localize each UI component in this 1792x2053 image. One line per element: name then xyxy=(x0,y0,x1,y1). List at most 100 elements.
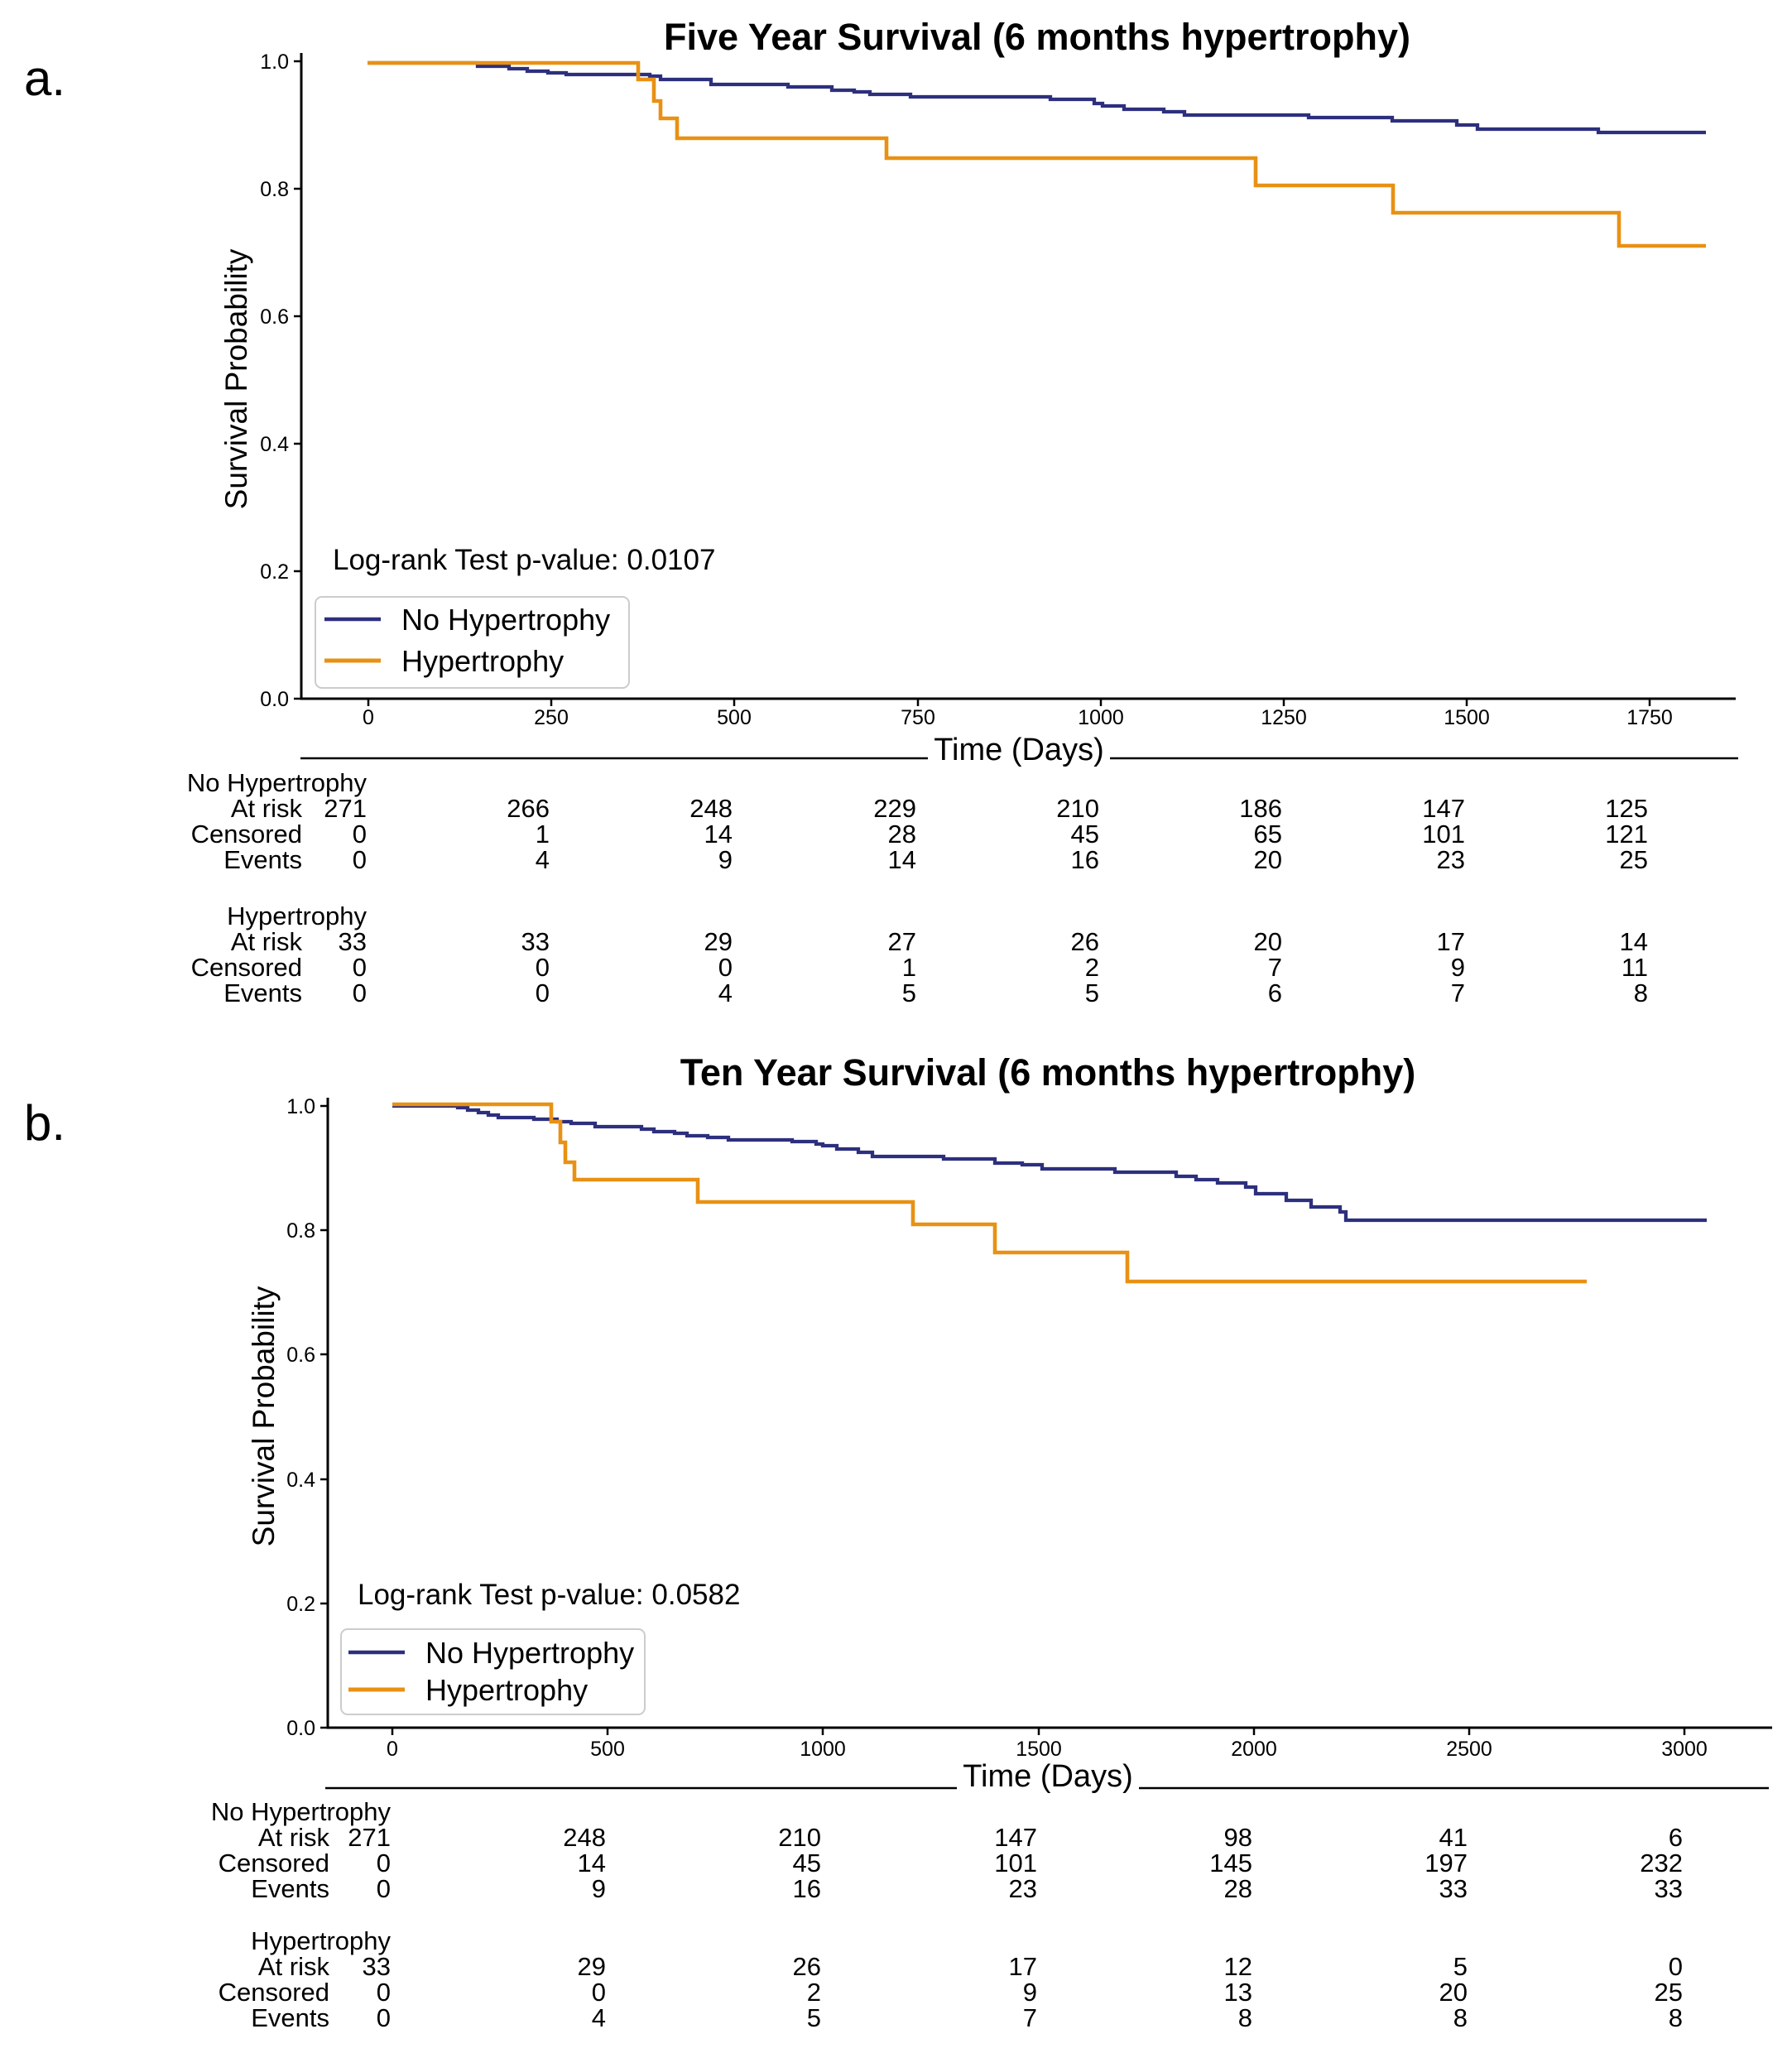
svg-text:Log-rank Test p-value: 0.0107: Log-rank Test p-value: 0.0107 xyxy=(333,544,715,576)
svg-text:0: 0 xyxy=(592,1978,606,2007)
svg-text:Censored: Censored xyxy=(191,953,302,982)
svg-text:271: 271 xyxy=(348,1823,391,1852)
svg-text:2: 2 xyxy=(1085,953,1099,982)
svg-text:Time (Days): Time (Days) xyxy=(934,733,1103,767)
svg-text:1250: 1250 xyxy=(1261,706,1307,729)
svg-text:Censored: Censored xyxy=(219,1849,329,1878)
svg-text:0: 0 xyxy=(377,1874,391,1903)
svg-text:2: 2 xyxy=(807,1978,821,2007)
svg-text:197: 197 xyxy=(1424,1849,1468,1878)
svg-text:101: 101 xyxy=(1422,820,1465,849)
svg-text:0: 0 xyxy=(353,953,367,982)
svg-text:At risk: At risk xyxy=(231,927,303,956)
svg-text:20: 20 xyxy=(1254,845,1282,874)
svg-text:Ten Year Survival (6 months hy: Ten Year Survival (6 months hypertrophy) xyxy=(680,1051,1416,1094)
svg-text:1000: 1000 xyxy=(1078,706,1124,729)
svg-text:a.: a. xyxy=(24,50,65,106)
svg-text:Hypertrophy: Hypertrophy xyxy=(251,1926,391,1955)
svg-text:23: 23 xyxy=(1437,845,1465,874)
svg-text:5: 5 xyxy=(807,2003,821,2032)
svg-text:No Hypertrophy: No Hypertrophy xyxy=(425,1636,634,1670)
svg-text:No Hypertrophy: No Hypertrophy xyxy=(211,1797,392,1826)
svg-text:33: 33 xyxy=(1655,1874,1683,1903)
svg-text:33: 33 xyxy=(521,927,550,956)
svg-text:1.0: 1.0 xyxy=(286,1095,315,1118)
svg-text:Events: Events xyxy=(251,1874,329,1903)
svg-text:At risk: At risk xyxy=(258,1952,330,1981)
svg-text:23: 23 xyxy=(1009,1874,1037,1903)
svg-text:0: 0 xyxy=(353,820,367,849)
svg-text:Five Year Survival (6 months h: Five Year Survival (6 months hypertrophy… xyxy=(664,16,1410,58)
svg-text:3000: 3000 xyxy=(1661,1738,1708,1761)
svg-text:250: 250 xyxy=(534,706,569,729)
svg-text:0: 0 xyxy=(377,1849,391,1878)
svg-text:0: 0 xyxy=(353,978,367,1007)
svg-text:29: 29 xyxy=(704,927,733,956)
svg-text:45: 45 xyxy=(793,1849,821,1878)
svg-text:8: 8 xyxy=(1453,2003,1468,2032)
svg-text:28: 28 xyxy=(888,820,916,849)
svg-text:Censored: Censored xyxy=(191,820,302,849)
svg-text:Events: Events xyxy=(223,978,302,1007)
svg-text:Events: Events xyxy=(223,845,302,874)
svg-text:0: 0 xyxy=(363,706,374,729)
svg-text:25: 25 xyxy=(1655,1978,1683,2007)
svg-text:Log-rank Test p-value: 0.0582: Log-rank Test p-value: 0.0582 xyxy=(358,1579,740,1611)
svg-text:33: 33 xyxy=(1439,1874,1468,1903)
svg-text:232: 232 xyxy=(1640,1849,1683,1878)
svg-text:210: 210 xyxy=(1056,794,1099,823)
svg-text:229: 229 xyxy=(873,794,916,823)
svg-text:0.2: 0.2 xyxy=(260,560,289,584)
svg-text:1500: 1500 xyxy=(1444,706,1490,729)
svg-text:7: 7 xyxy=(1023,2003,1037,2032)
svg-text:248: 248 xyxy=(689,794,733,823)
svg-text:147: 147 xyxy=(1422,794,1465,823)
svg-text:12: 12 xyxy=(1224,1952,1252,1981)
svg-text:1750: 1750 xyxy=(1626,706,1673,729)
svg-text:7: 7 xyxy=(1268,953,1282,982)
svg-text:Time (Days): Time (Days) xyxy=(963,1759,1132,1794)
svg-text:0: 0 xyxy=(377,2003,391,2032)
svg-text:5: 5 xyxy=(902,978,916,1007)
svg-text:16: 16 xyxy=(1071,845,1099,874)
svg-text:8: 8 xyxy=(1634,978,1648,1007)
svg-text:6: 6 xyxy=(1268,978,1282,1007)
svg-text:b.: b. xyxy=(24,1095,65,1151)
svg-text:7: 7 xyxy=(1451,978,1465,1007)
svg-text:Survival Probability: Survival Probability xyxy=(247,1286,281,1546)
svg-text:248: 248 xyxy=(563,1823,606,1852)
svg-text:9: 9 xyxy=(1023,1978,1037,2007)
svg-text:1.0: 1.0 xyxy=(260,50,289,74)
svg-text:28: 28 xyxy=(1224,1874,1252,1903)
svg-text:At risk: At risk xyxy=(231,794,303,823)
svg-text:Hypertrophy: Hypertrophy xyxy=(425,1673,588,1707)
svg-text:4: 4 xyxy=(718,978,733,1007)
svg-text:0.4: 0.4 xyxy=(260,433,289,456)
svg-text:0: 0 xyxy=(536,978,550,1007)
svg-text:33: 33 xyxy=(363,1952,391,1981)
svg-text:26: 26 xyxy=(793,1952,821,1981)
svg-text:At risk: At risk xyxy=(258,1823,330,1852)
svg-text:0.8: 0.8 xyxy=(286,1219,315,1243)
svg-text:271: 271 xyxy=(324,794,367,823)
svg-text:1500: 1500 xyxy=(1016,1738,1062,1761)
svg-text:41: 41 xyxy=(1439,1823,1468,1852)
svg-text:9: 9 xyxy=(592,1874,606,1903)
svg-text:1: 1 xyxy=(902,953,916,982)
svg-text:0: 0 xyxy=(718,953,733,982)
svg-text:No Hypertrophy: No Hypertrophy xyxy=(401,603,610,637)
svg-text:14: 14 xyxy=(888,845,916,874)
svg-text:5: 5 xyxy=(1085,978,1099,1007)
svg-text:20: 20 xyxy=(1254,927,1282,956)
svg-text:27: 27 xyxy=(888,927,916,956)
svg-text:0: 0 xyxy=(387,1738,398,1761)
svg-text:9: 9 xyxy=(1451,953,1465,982)
svg-text:4: 4 xyxy=(536,845,550,874)
svg-text:25: 25 xyxy=(1620,845,1648,874)
svg-text:125: 125 xyxy=(1605,794,1648,823)
svg-text:0.8: 0.8 xyxy=(260,178,289,201)
svg-text:17: 17 xyxy=(1009,1952,1037,1981)
svg-text:26: 26 xyxy=(1071,927,1099,956)
svg-text:101: 101 xyxy=(994,1849,1037,1878)
svg-text:33: 33 xyxy=(339,927,367,956)
